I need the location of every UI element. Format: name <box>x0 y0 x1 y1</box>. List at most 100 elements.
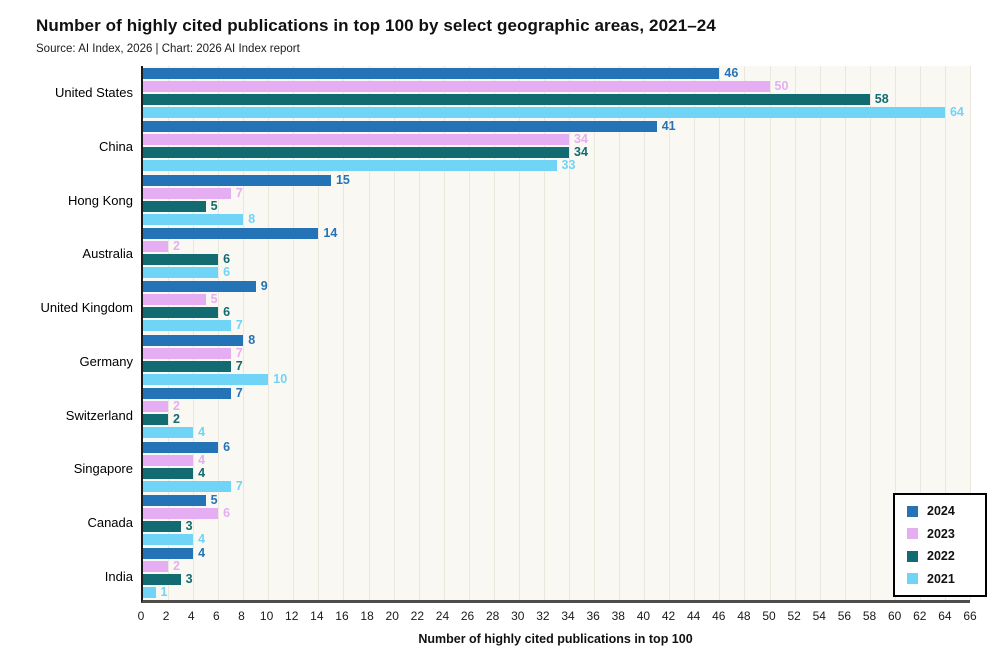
bar-value-label: 6 <box>223 439 231 454</box>
bar <box>143 281 256 293</box>
bar <box>143 414 169 426</box>
y-axis-label: China <box>99 139 133 155</box>
bar <box>143 147 570 159</box>
bar <box>143 240 169 252</box>
legend-item: 2021 <box>907 572 985 586</box>
gridline <box>318 66 320 600</box>
bar <box>143 174 331 186</box>
bar-row: 6 <box>143 306 970 319</box>
x-tick-label: 34 <box>561 609 575 623</box>
legend-label: 2021 <box>927 571 955 586</box>
plot-area: 46 50 58 64 41 34 34 33 15 7 5 8 14 2 6 6 9 5 6 7 8 7 7 10 7 2 2 4 6… <box>141 66 971 603</box>
bar <box>143 187 231 199</box>
gridline <box>869 66 871 600</box>
bar-row: 1 <box>143 585 970 600</box>
bar-row: 58 <box>143 92 970 105</box>
gridline <box>468 66 470 600</box>
bar-row: 5 <box>143 293 970 306</box>
bar-row: 7 <box>143 479 970 492</box>
y-axis-label: Hong Kong <box>67 192 133 208</box>
x-tick-label: 4 <box>187 609 195 623</box>
bar-row: 4 <box>143 533 970 545</box>
gridline <box>594 66 596 600</box>
gridline <box>919 66 921 600</box>
bar-value-label: 33 <box>561 158 576 173</box>
y-axis-label: Singapore <box>73 461 133 477</box>
bar-row: 2 <box>143 560 970 573</box>
bar <box>143 548 194 560</box>
bar <box>143 574 181 586</box>
legend-label: 2024 <box>927 504 955 519</box>
bar-value-label: 50 <box>774 78 789 93</box>
y-axis-label: Switzerland <box>65 407 133 423</box>
bar-row: 5 <box>143 199 970 212</box>
bar <box>143 494 206 506</box>
gridline <box>293 66 295 600</box>
bar-value-label: 2 <box>173 399 180 414</box>
bar-value-label: 7 <box>235 318 243 333</box>
legend: 2024 2023 2022 2021 <box>893 493 987 597</box>
bar-group: 41 34 34 33 <box>143 119 970 172</box>
x-axis-ticks: 0 2 4 6 8 10 12 14 16 18 20 22 24 26 28 30 32 34 36 38 40 42 4… <box>137 603 977 624</box>
x-axis-title: Number of highly cited publications in t… <box>418 632 693 646</box>
gridline <box>518 66 520 600</box>
gridline <box>168 66 170 600</box>
bar-row: 2 <box>143 240 970 252</box>
x-tick-label: 20 <box>385 609 399 623</box>
gridline <box>819 66 821 600</box>
x-tick-label: 16 <box>335 609 349 623</box>
bar-row: 7 <box>143 359 970 372</box>
bar <box>143 121 657 133</box>
bar-row: 7 <box>143 345 970 360</box>
gridline <box>844 66 846 600</box>
x-tick-label: 12 <box>285 609 299 623</box>
y-axis-label: United States <box>54 85 133 101</box>
bar <box>143 106 945 118</box>
bar <box>143 507 219 519</box>
x-tick-label: 64 <box>938 609 952 623</box>
legend-item: 2022 <box>907 549 985 563</box>
bar-row: 8 <box>143 333 970 346</box>
gridline <box>694 66 696 600</box>
gridline <box>193 66 195 600</box>
bar-value-label: 3 <box>185 518 193 533</box>
bar-row: 4 <box>143 466 970 479</box>
bar-value-label: 3 <box>185 572 193 587</box>
x-tick-label: 58 <box>862 609 877 623</box>
bar <box>143 360 231 372</box>
bar-group: 8 7 7 10 <box>143 333 970 386</box>
x-tick-label: 18 <box>360 609 374 623</box>
x-tick-label: 60 <box>887 609 902 623</box>
gridline <box>569 66 571 600</box>
gridline <box>543 66 545 600</box>
chart: United States China Hong Kong Australia Unit… <box>36 66 977 646</box>
bar-row: 9 <box>143 280 970 293</box>
bar-value-label: 7 <box>235 345 243 360</box>
bar <box>143 454 194 466</box>
legend-swatch <box>907 550 918 562</box>
x-tick-label: 0 <box>137 609 145 623</box>
y-axis-label: United Kingdom <box>40 300 134 316</box>
bar-value-label: 1 <box>160 585 168 600</box>
bar-row: 8 <box>143 211 970 226</box>
bar <box>143 441 219 453</box>
bar-row: 6 <box>143 507 970 519</box>
bar <box>143 401 169 413</box>
bar-row: 4 <box>143 453 970 466</box>
bar-row: 5 <box>143 492 970 507</box>
bar <box>143 320 231 332</box>
bar-row: 33 <box>143 158 970 173</box>
bar-value-label: 8 <box>248 211 256 226</box>
bar-value-label: 5 <box>210 492 218 507</box>
legend-label: 2023 <box>927 526 955 541</box>
bar-row: 6 <box>143 439 970 454</box>
bar <box>143 520 181 532</box>
x-tick-label: 50 <box>762 609 776 623</box>
legend-swatch <box>907 505 918 517</box>
y-axis-label: Germany <box>79 353 133 369</box>
x-tick-label: 40 <box>636 609 651 623</box>
bar-row: 6 <box>143 266 970 278</box>
x-tick-label: 2 <box>162 609 170 623</box>
bar-groups: 46 50 58 64 41 34 34 33 15 7 5 8 14 2 6 6 9 5 6 7 8 7 7 10 7 2 2 4 6… <box>143 66 970 600</box>
x-tick-label: 28 <box>486 609 500 623</box>
